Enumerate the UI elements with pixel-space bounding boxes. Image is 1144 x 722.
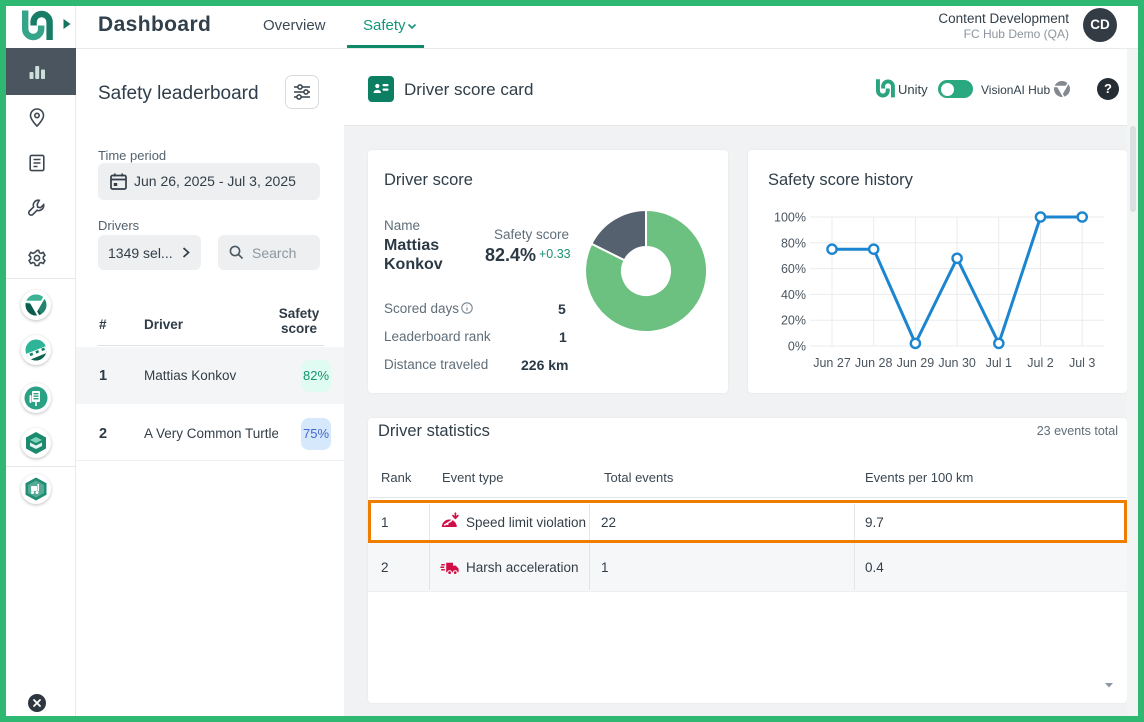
svg-text:100%: 100%: [774, 211, 806, 225]
svg-text:Jul 1: Jul 1: [986, 356, 1012, 370]
svg-text:Jun 29: Jun 29: [897, 356, 935, 370]
svg-text:Jun 28: Jun 28: [855, 356, 893, 370]
svg-text:Jun 27: Jun 27: [813, 356, 851, 370]
svg-text:0%: 0%: [788, 340, 806, 354]
svg-text:80%: 80%: [781, 236, 806, 250]
svg-text:Jul 3: Jul 3: [1069, 356, 1095, 370]
svg-text:60%: 60%: [781, 262, 806, 276]
svg-text:Jul 2: Jul 2: [1027, 356, 1053, 370]
svg-text:20%: 20%: [781, 314, 806, 328]
svg-text:40%: 40%: [781, 288, 806, 302]
svg-text:Jun 30: Jun 30: [938, 356, 976, 370]
